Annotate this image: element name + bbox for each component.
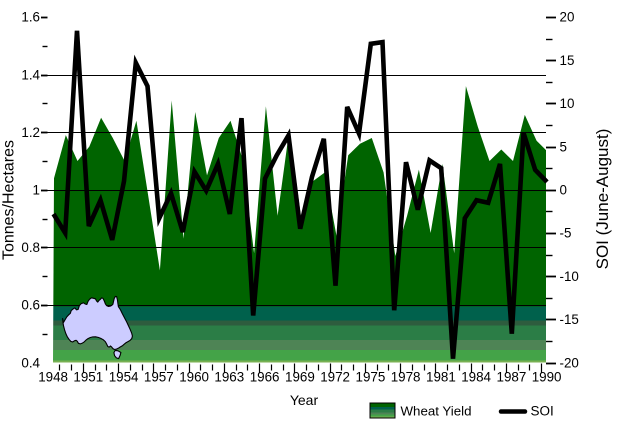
- svg-text:1.6: 1.6: [21, 10, 40, 25]
- svg-text:1957: 1957: [144, 369, 174, 384]
- svg-text:10: 10: [560, 96, 575, 111]
- svg-text:1966: 1966: [250, 369, 280, 384]
- svg-text:0.6: 0.6: [21, 298, 40, 313]
- svg-text:SOI: SOI: [531, 404, 554, 419]
- svg-text:-10: -10: [560, 269, 579, 284]
- svg-text:0: 0: [560, 183, 567, 198]
- svg-text:1954: 1954: [109, 369, 139, 384]
- svg-text:-15: -15: [560, 312, 579, 327]
- svg-text:0.8: 0.8: [21, 240, 40, 255]
- svg-text:-20: -20: [560, 355, 579, 370]
- svg-text:1.4: 1.4: [21, 67, 40, 82]
- svg-text:1975: 1975: [356, 369, 386, 384]
- svg-text:Year: Year: [290, 392, 319, 408]
- svg-text:1: 1: [33, 183, 40, 198]
- svg-text:1948: 1948: [38, 369, 68, 384]
- svg-text:1960: 1960: [179, 369, 209, 384]
- svg-text:1972: 1972: [320, 369, 350, 384]
- svg-text:Wheat Yield: Wheat Yield: [401, 404, 472, 419]
- svg-text:20: 20: [560, 10, 575, 25]
- svg-text:SOI (June-August): SOI (June-August): [593, 129, 612, 270]
- svg-text:-5: -5: [560, 226, 572, 241]
- svg-text:1987: 1987: [497, 369, 527, 384]
- svg-text:1990: 1990: [532, 369, 562, 384]
- svg-text:1963: 1963: [214, 369, 244, 384]
- svg-text:5: 5: [560, 139, 567, 154]
- svg-text:1978: 1978: [391, 369, 421, 384]
- svg-text:0.4: 0.4: [21, 355, 40, 370]
- svg-text:1.2: 1.2: [21, 125, 40, 140]
- svg-text:1981: 1981: [426, 369, 456, 384]
- svg-text:1969: 1969: [285, 369, 315, 384]
- svg-text:15: 15: [560, 53, 575, 68]
- svg-text:1984: 1984: [461, 369, 491, 384]
- svg-text:Tonnes/Hectares: Tonnes/Hectares: [1, 140, 18, 260]
- svg-text:1951: 1951: [73, 369, 103, 384]
